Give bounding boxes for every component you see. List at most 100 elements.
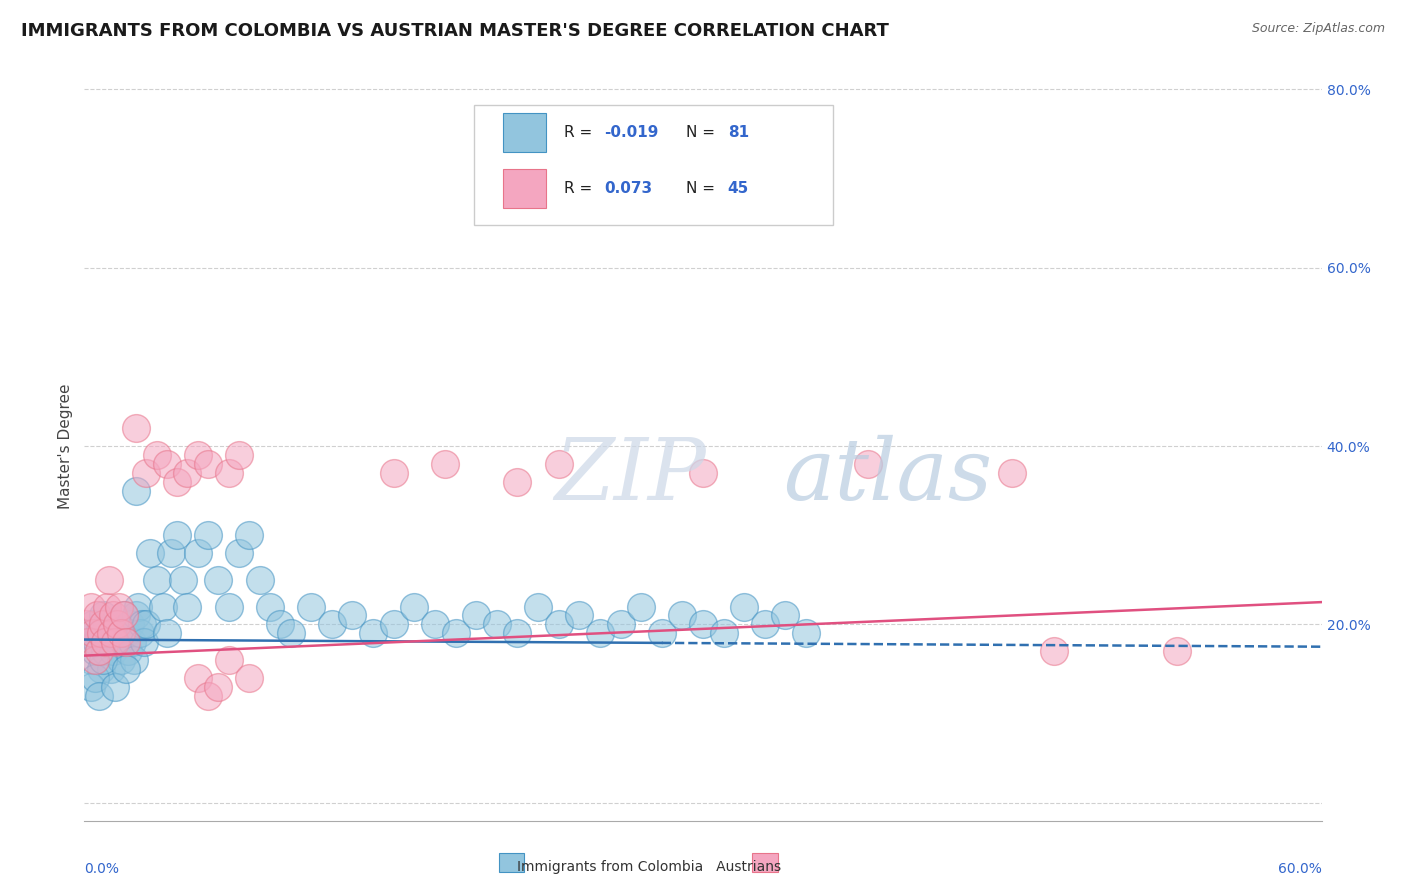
Point — [207, 680, 229, 694]
Text: ZIP: ZIP — [554, 434, 706, 517]
Text: Immigrants from Colombia: Immigrants from Colombia — [517, 860, 703, 874]
Point — [94, 635, 117, 649]
Point — [156, 457, 179, 471]
Point — [620, 171, 643, 186]
Point — [131, 617, 153, 632]
Point — [218, 466, 240, 480]
Point — [794, 626, 817, 640]
Point — [145, 573, 167, 587]
Point — [110, 653, 132, 667]
Text: R =: R = — [564, 125, 598, 140]
Point — [176, 599, 198, 614]
Point — [692, 466, 714, 480]
Point — [152, 599, 174, 614]
Point — [145, 448, 167, 462]
Point — [108, 635, 131, 649]
Point — [197, 528, 219, 542]
Point — [112, 608, 135, 623]
Point — [160, 546, 183, 560]
Point — [1166, 644, 1188, 658]
Point — [207, 573, 229, 587]
Point — [197, 689, 219, 703]
Point — [856, 457, 879, 471]
Point — [118, 617, 141, 632]
Point — [77, 635, 100, 649]
FancyBboxPatch shape — [474, 105, 832, 225]
Point — [112, 608, 135, 623]
Point — [651, 626, 673, 640]
Bar — [499, 853, 524, 872]
Point — [83, 671, 105, 685]
Point — [444, 626, 467, 640]
Point — [135, 466, 157, 480]
Point — [105, 617, 128, 632]
Point — [228, 448, 250, 462]
Point — [121, 635, 143, 649]
Point — [1001, 466, 1024, 480]
Point — [117, 644, 139, 658]
Text: -0.019: -0.019 — [605, 125, 658, 140]
Text: Source: ZipAtlas.com: Source: ZipAtlas.com — [1251, 22, 1385, 36]
Point — [104, 626, 127, 640]
Y-axis label: Master's Degree: Master's Degree — [58, 384, 73, 508]
Point — [98, 635, 121, 649]
Point — [100, 626, 122, 640]
Point — [127, 599, 149, 614]
Point — [218, 653, 240, 667]
Point — [568, 608, 591, 623]
Point — [713, 626, 735, 640]
Point — [382, 466, 405, 480]
Point — [228, 546, 250, 560]
Point — [110, 626, 132, 640]
Point — [82, 626, 104, 640]
Point — [103, 608, 125, 623]
Point — [90, 662, 112, 676]
Point — [166, 475, 188, 489]
Point — [75, 626, 97, 640]
Point — [87, 626, 110, 640]
Point — [547, 457, 569, 471]
Bar — [502, 169, 546, 208]
Point — [547, 617, 569, 632]
Point — [172, 573, 194, 587]
Text: 81: 81 — [728, 125, 749, 140]
Point — [108, 599, 131, 614]
Point — [589, 626, 612, 640]
Point — [485, 617, 508, 632]
Point — [75, 617, 97, 632]
Point — [100, 662, 122, 676]
Point — [506, 626, 529, 640]
Point — [238, 671, 260, 685]
Text: R =: R = — [564, 181, 598, 195]
Point — [423, 617, 446, 632]
Text: 0.0%: 0.0% — [84, 862, 120, 876]
Text: N =: N = — [686, 125, 720, 140]
Point — [114, 662, 136, 676]
Point — [692, 617, 714, 632]
Text: 60.0%: 60.0% — [1278, 862, 1322, 876]
Point — [197, 457, 219, 471]
Point — [775, 608, 797, 623]
Point — [122, 653, 145, 667]
Point — [280, 626, 302, 640]
Point — [187, 671, 209, 685]
Text: N =: N = — [686, 181, 720, 195]
Point — [114, 635, 136, 649]
Point — [79, 599, 101, 614]
Point — [96, 617, 118, 632]
Point — [238, 528, 260, 542]
Point — [86, 635, 108, 649]
Point — [96, 599, 118, 614]
Point — [465, 608, 488, 623]
Point — [114, 626, 136, 640]
Point — [733, 599, 755, 614]
Point — [187, 448, 209, 462]
Point — [125, 483, 148, 498]
Point — [77, 635, 100, 649]
Point — [83, 644, 105, 658]
Point — [404, 599, 426, 614]
Point — [94, 644, 117, 658]
Point — [299, 599, 322, 614]
Point — [129, 626, 152, 640]
Point — [105, 617, 128, 632]
